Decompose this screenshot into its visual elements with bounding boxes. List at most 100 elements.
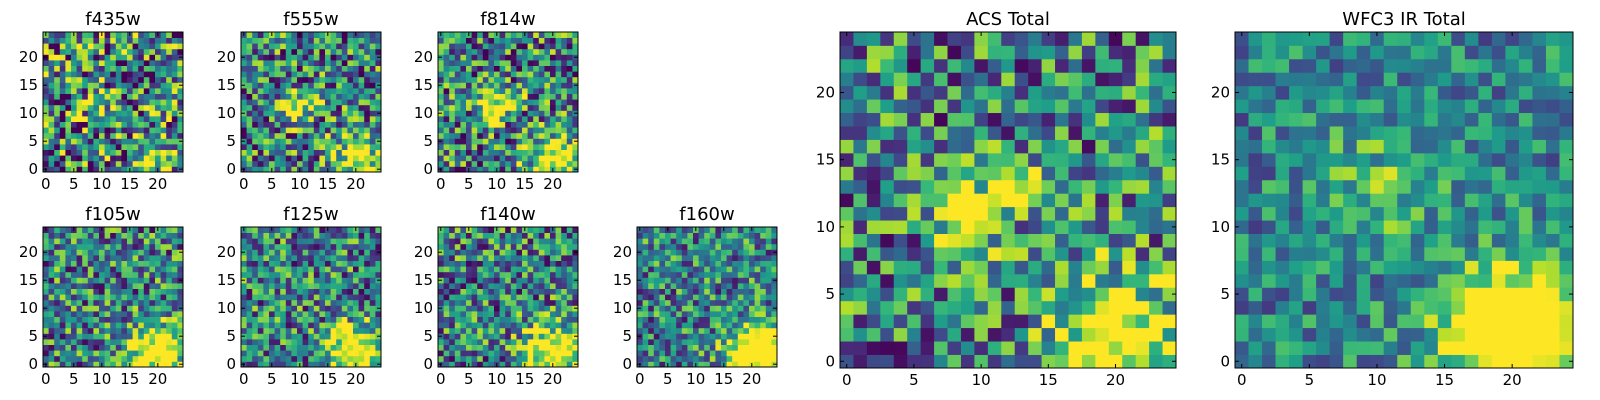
pixel <box>291 361 298 368</box>
pixel <box>291 76 298 83</box>
pixel <box>269 260 275 267</box>
pixel <box>336 255 343 261</box>
pixel <box>347 350 354 357</box>
pixel <box>336 76 343 83</box>
pixel <box>246 155 253 162</box>
pixel <box>364 160 371 167</box>
pixel <box>313 121 320 128</box>
pixel <box>43 60 49 66</box>
pixel <box>510 327 517 334</box>
pixel <box>65 110 72 117</box>
pixel <box>177 32 184 38</box>
pixel <box>538 243 545 250</box>
pixel <box>561 277 568 284</box>
pixel <box>561 232 568 239</box>
pixel <box>765 316 772 323</box>
pixel <box>121 232 128 239</box>
pixel <box>642 232 649 239</box>
pixel <box>477 238 484 245</box>
pixel <box>516 149 523 156</box>
pixel <box>454 144 461 150</box>
pixel <box>110 322 117 329</box>
pixel <box>291 166 298 173</box>
pixel <box>132 37 139 44</box>
pixel <box>82 266 89 273</box>
x-tick-label: 15 <box>714 370 733 388</box>
pixel <box>460 238 467 245</box>
pixel <box>99 82 105 89</box>
pixel <box>454 54 461 61</box>
pixel <box>54 255 61 261</box>
x-tick-label: 10 <box>92 370 111 388</box>
pixel <box>138 355 145 362</box>
x-tick-label: 15 <box>515 175 534 193</box>
pixel <box>681 305 688 312</box>
pixel <box>449 327 456 334</box>
pixel <box>302 277 309 284</box>
pixel <box>471 271 478 278</box>
pixel <box>341 316 348 323</box>
pixel <box>241 144 247 150</box>
pixel <box>960 179 975 194</box>
pixel <box>482 155 489 162</box>
pixel <box>471 305 478 312</box>
pixel <box>510 294 517 301</box>
pixel <box>358 277 365 284</box>
pixel <box>760 333 767 340</box>
pixel <box>364 121 371 128</box>
pixel <box>171 138 178 145</box>
pixel <box>449 339 456 345</box>
pixel <box>505 116 512 122</box>
pixel <box>1001 220 1016 234</box>
pixel <box>369 166 376 173</box>
pixel <box>353 132 359 139</box>
pixel <box>449 155 456 162</box>
pixel <box>319 155 326 162</box>
pixel <box>659 255 666 261</box>
pixel <box>369 327 376 334</box>
x-tick-label: 20 <box>742 370 761 388</box>
pixel <box>1014 179 1029 194</box>
pixel <box>82 255 89 261</box>
pixel <box>466 333 472 340</box>
pixel <box>269 149 275 156</box>
pixel <box>637 232 643 239</box>
pixel <box>676 305 683 312</box>
pixel <box>257 299 264 306</box>
pixel <box>121 71 128 78</box>
pixel <box>246 160 253 167</box>
pixel <box>302 127 309 134</box>
pixel <box>960 260 975 275</box>
pixel <box>466 116 472 122</box>
pixel <box>499 322 506 329</box>
pixel <box>319 71 326 78</box>
pixel <box>313 99 320 106</box>
pixel <box>760 271 767 278</box>
pixel <box>721 255 727 261</box>
pixel <box>893 233 908 248</box>
pixel <box>302 283 309 289</box>
pixel <box>709 288 716 295</box>
pixel <box>155 322 161 329</box>
pixel <box>533 322 540 329</box>
pixel <box>302 54 309 61</box>
pixel <box>82 316 89 323</box>
pixel <box>438 238 444 245</box>
pixel <box>494 121 500 128</box>
pixel <box>138 110 145 117</box>
pixel <box>522 110 528 117</box>
pixel <box>471 227 478 233</box>
pixel <box>726 266 733 273</box>
pixel <box>477 160 484 167</box>
pixel <box>454 88 461 94</box>
pixel <box>538 316 545 323</box>
pixel <box>71 232 77 239</box>
pixel <box>477 344 484 351</box>
pixel <box>749 333 755 340</box>
pixel <box>505 82 512 89</box>
pixel <box>149 255 156 261</box>
pixel <box>670 344 677 351</box>
pixel <box>155 54 161 61</box>
pixel <box>48 99 55 106</box>
